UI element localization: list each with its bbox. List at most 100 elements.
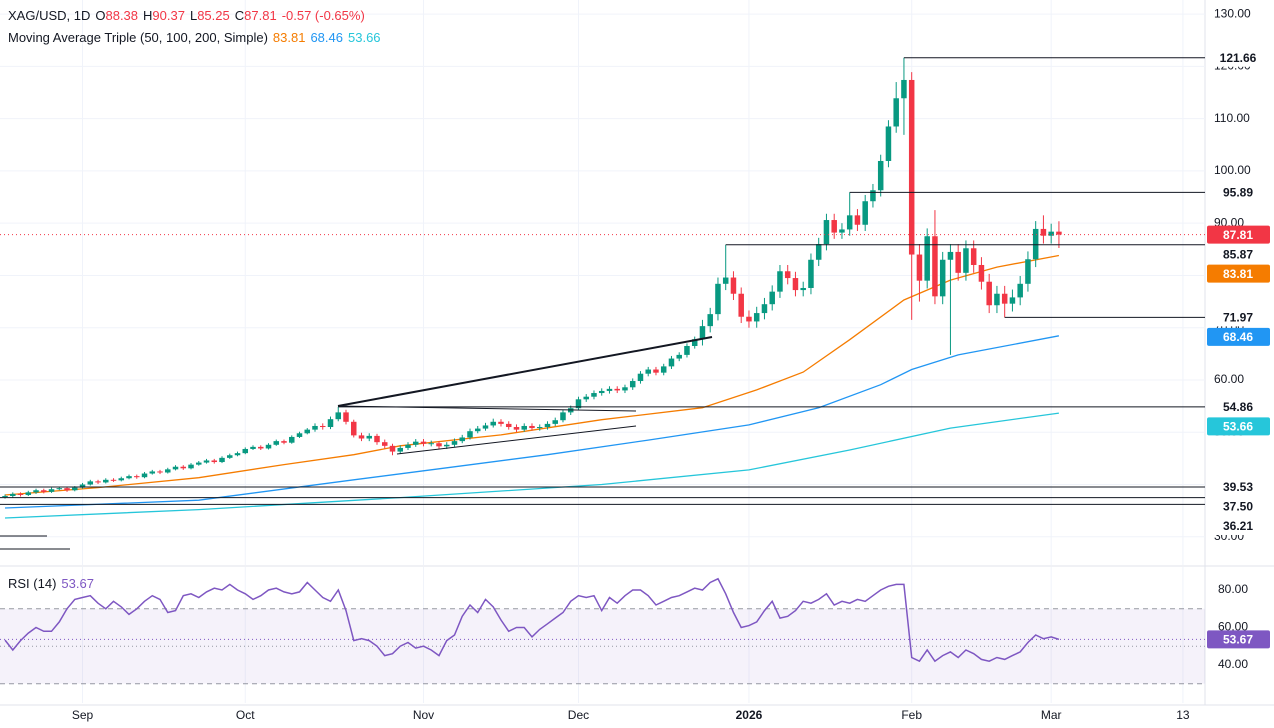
candle-body	[412, 441, 419, 445]
candle-body	[529, 425, 535, 429]
level-badge-text: 95.89	[1223, 186, 1253, 200]
candle-body	[901, 79, 907, 99]
candle-body	[738, 293, 744, 317]
candle-body	[862, 201, 868, 225]
candle-body	[947, 251, 954, 260]
price-axis-bg	[1205, 0, 1274, 728]
candle-body	[691, 339, 698, 347]
candle-body	[1017, 283, 1023, 298]
candle-body	[986, 281, 992, 306]
level-badge-text: 71.97	[1223, 311, 1253, 325]
candle-body	[513, 427, 520, 430]
candle-body	[1032, 228, 1039, 260]
drawings	[0, 57, 1205, 550]
candle-body	[722, 277, 729, 284]
candle-body	[48, 489, 55, 492]
ohlc-value: 90.37	[152, 8, 185, 23]
candle-body	[157, 471, 163, 473]
candle-body	[436, 443, 442, 447]
candle-body	[939, 259, 946, 297]
candle-body	[924, 236, 930, 281]
candle-body	[110, 479, 117, 481]
candle-body	[281, 441, 287, 443]
candle-body	[1040, 228, 1047, 236]
symbol-legend: XAG/USD, 1D O88.38 H90.37 L85.25 C87.81 -0.57…	[8, 8, 370, 23]
level-badge-text: 54.86	[1223, 400, 1253, 414]
candle-body	[95, 481, 101, 483]
candle-body	[854, 215, 861, 225]
y-tick-label: 100.00	[1214, 163, 1251, 177]
candle-body	[474, 428, 481, 432]
candle-body	[451, 441, 458, 445]
candle-body	[715, 283, 721, 315]
rsi-tick-label: 40.00	[1218, 657, 1248, 671]
ohlc-label: H	[143, 8, 153, 23]
candle-body	[994, 293, 1000, 306]
candle-body	[970, 248, 977, 265]
candle-body	[815, 244, 822, 260]
rsi-value: 53.67	[61, 576, 94, 591]
candle-body	[653, 369, 659, 373]
level-badge	[1207, 308, 1270, 327]
ohlc-value: 88.38	[105, 8, 139, 23]
candle-body	[79, 484, 86, 488]
x-tick-label: 2026	[736, 708, 763, 722]
ma-value: 68.46	[310, 30, 343, 45]
candle-body	[498, 421, 504, 424]
candle-body	[172, 466, 179, 470]
candle-body	[149, 471, 156, 474]
ma-line	[4, 254, 1060, 496]
candle-body	[823, 220, 830, 245]
ma-line	[4, 335, 1060, 509]
candle-body	[234, 453, 241, 456]
level-badge	[1207, 48, 1270, 67]
candle-body	[335, 412, 342, 420]
ohlc-value: 85.25	[197, 8, 230, 23]
x-tick-label: 13	[1176, 708, 1190, 722]
rsi-tick-label: 80.00	[1218, 582, 1248, 596]
candle-body	[420, 441, 427, 444]
candle-body	[800, 287, 806, 291]
candle-body	[56, 488, 63, 490]
candle-body	[831, 220, 837, 233]
candle-body	[296, 433, 303, 437]
candle-body	[389, 445, 396, 452]
candle-body	[583, 396, 589, 400]
candle-body	[87, 481, 94, 485]
candle-body	[265, 444, 272, 449]
candle-body	[467, 431, 473, 438]
ohlc-label: L	[189, 8, 198, 23]
candle-body	[660, 366, 667, 373]
level-badge	[1207, 516, 1270, 535]
x-tick-label: Dec	[568, 708, 589, 722]
candle-body	[963, 248, 969, 273]
candle-body	[219, 457, 225, 463]
candle-body	[536, 427, 543, 429]
candle-body	[893, 98, 899, 127]
x-tick-label: Nov	[413, 708, 434, 722]
candle-body	[885, 126, 892, 161]
ma-badge	[1207, 327, 1270, 346]
candle-body	[1056, 231, 1062, 235]
candle-body	[521, 425, 527, 430]
x-tick-label: Sep	[72, 708, 94, 722]
ma-badge-text: 53.66	[1223, 420, 1253, 434]
ma-line	[4, 412, 1059, 519]
candle-body	[877, 160, 884, 191]
candle-body	[405, 444, 411, 448]
candle-body	[505, 423, 512, 428]
candle-body	[327, 419, 334, 428]
candle-body	[312, 425, 318, 430]
candle-body	[64, 488, 70, 491]
candle-body	[978, 264, 985, 282]
candle-body	[428, 443, 434, 445]
level-badge-text: 85.87	[1223, 247, 1253, 261]
candle-body	[777, 271, 783, 292]
ohlc-label: C	[234, 8, 245, 23]
ma-value: 53.66	[348, 30, 381, 45]
candle-body	[358, 435, 365, 439]
candle-body	[746, 316, 752, 322]
candle-body	[730, 277, 737, 294]
candle-body	[180, 466, 187, 469]
candle-body	[211, 460, 218, 463]
